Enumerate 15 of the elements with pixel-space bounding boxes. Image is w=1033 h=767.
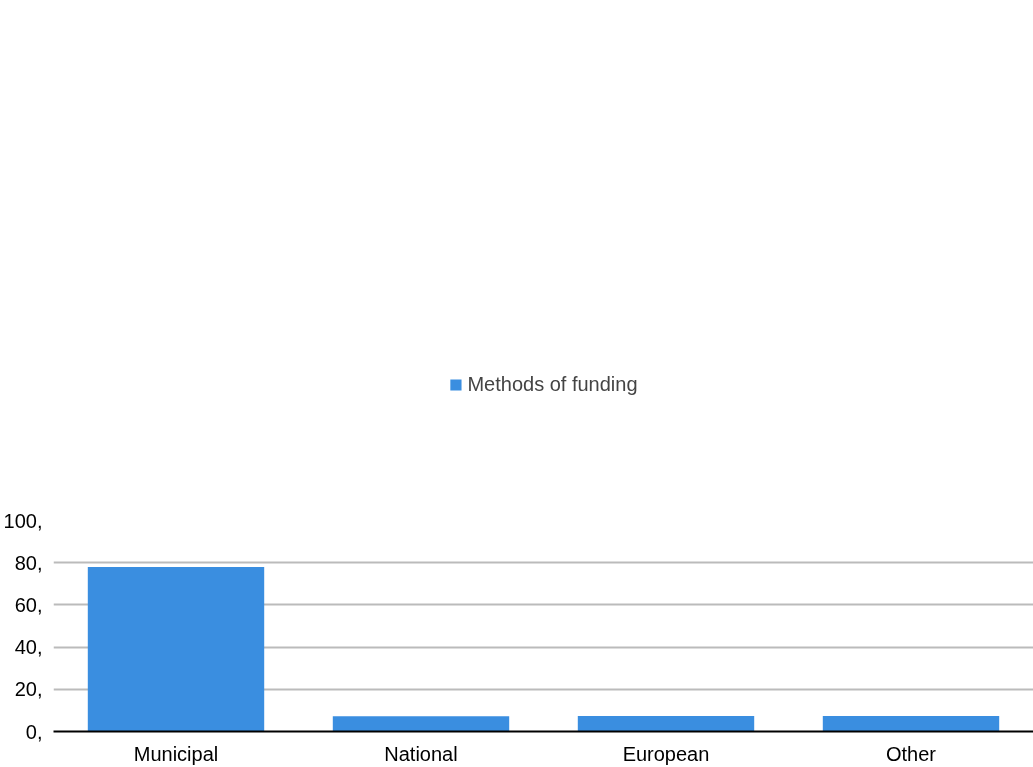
- x-tick-label: European: [622, 742, 710, 765]
- x-tick-label: Municipal: [133, 742, 219, 765]
- bar: [87, 566, 265, 732]
- bar: [332, 716, 510, 732]
- y-tick-label: 0,: [25, 720, 43, 743]
- y-tick-label: 60,: [14, 593, 43, 616]
- y-tick-label: 40,: [14, 636, 43, 659]
- y-tick-label: 100,: [3, 509, 43, 532]
- legend-label: Methods of funding: [467, 372, 638, 396]
- x-tick-label: National: [384, 742, 458, 765]
- y-tick-label: 20,: [14, 678, 43, 701]
- x-tick-label: Other: [885, 742, 937, 765]
- y-tick-label: 80,: [14, 551, 43, 574]
- bar: [822, 716, 1000, 732]
- bar: [577, 716, 755, 732]
